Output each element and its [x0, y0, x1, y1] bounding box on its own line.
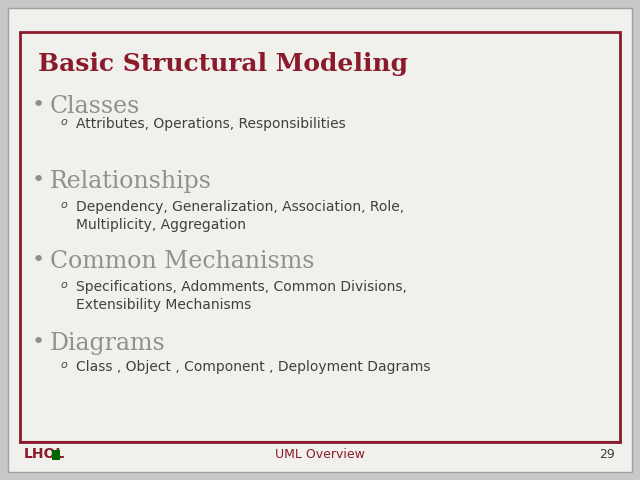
Bar [52, 450, 60, 460]
Text: Basic Structural Modeling: Basic Structural Modeling [38, 52, 408, 76]
Text: Common Mechanisms: Common Mechanisms [50, 250, 314, 273]
Text: Classes: Classes [50, 95, 140, 118]
Text: o: o [60, 360, 67, 370]
Text: •: • [32, 332, 45, 352]
Text: o: o [60, 280, 67, 290]
Text: •: • [32, 170, 45, 190]
Text: Dependency, Generalization, Association, Role,
Multiplicity, Aggregation: Dependency, Generalization, Association,… [76, 200, 404, 232]
Text: •: • [32, 250, 45, 270]
Bar [20, 32, 620, 442]
Text: Diagrams: Diagrams [50, 332, 166, 355]
Text: UML Overview: UML Overview [275, 447, 365, 460]
Text: o: o [60, 200, 67, 210]
Text: o: o [60, 117, 67, 127]
Text: 29: 29 [599, 447, 615, 460]
Text: Attributes, Operations, Responsibilities: Attributes, Operations, Responsibilities [76, 117, 346, 131]
Text: Specifications, Adomments, Common Divisions,
Extensibility Mechanisms: Specifications, Adomments, Common Divisi… [76, 280, 407, 312]
Text: •: • [32, 95, 45, 115]
Text: Class , Object , Component , Deployment Dagrams: Class , Object , Component , Deployment … [76, 360, 431, 374]
Text: LHOL: LHOL [24, 447, 65, 461]
Text: Relationships: Relationships [50, 170, 212, 193]
